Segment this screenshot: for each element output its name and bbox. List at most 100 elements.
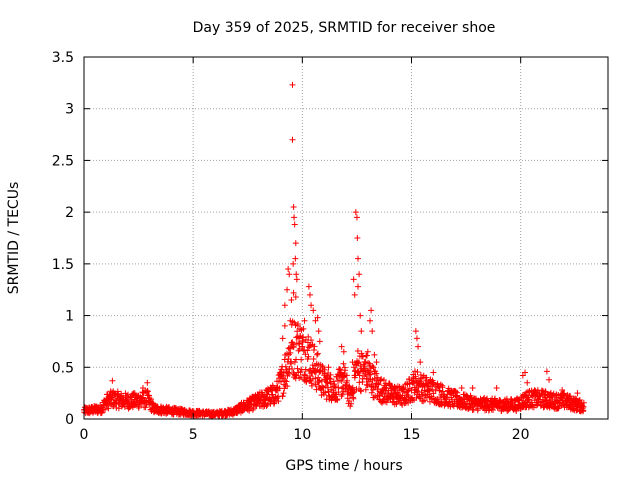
data-point [310, 347, 317, 354]
data-point [285, 266, 292, 273]
data-point [436, 387, 443, 394]
data-point [350, 276, 357, 283]
data-point [519, 372, 526, 379]
data-point [139, 384, 146, 391]
data-point [404, 380, 411, 387]
data-point [314, 351, 321, 358]
data-point [381, 376, 388, 383]
data-point [371, 351, 378, 358]
data-point [338, 377, 345, 384]
data-point [369, 386, 376, 393]
data-point [412, 373, 419, 380]
data-point [429, 386, 436, 393]
data-point [534, 387, 541, 394]
data-point [284, 286, 291, 293]
data-point [580, 399, 587, 406]
data-point [306, 291, 313, 298]
data-point [340, 348, 347, 355]
data-point [350, 389, 357, 396]
data-point [469, 384, 476, 391]
data-point [142, 404, 149, 411]
data-point [543, 396, 550, 403]
data-point [414, 369, 421, 376]
data-point [102, 406, 109, 413]
data-point [287, 317, 294, 324]
data-point [144, 379, 151, 386]
data-point [304, 374, 311, 381]
data-point [287, 344, 294, 351]
data-point [264, 401, 271, 408]
data-point [312, 317, 319, 324]
data-point [292, 255, 299, 262]
data-point [282, 363, 289, 370]
data-point [369, 328, 376, 335]
data-point [143, 388, 150, 395]
plot-frame [83, 56, 609, 420]
data-point [368, 307, 375, 314]
data-point [286, 370, 293, 377]
y-tick-label: 2.5 [52, 153, 74, 169]
data-point [417, 395, 424, 402]
data-point [315, 328, 322, 335]
data-point [400, 385, 407, 392]
data-point [362, 386, 369, 393]
data-point [300, 325, 307, 332]
data-point [299, 339, 306, 346]
data-point [542, 389, 549, 396]
data-point [278, 366, 285, 373]
data-point [322, 389, 329, 396]
y-axis-label: SRMTID / TECUs [6, 182, 22, 295]
data-point [543, 368, 550, 375]
data-point [539, 387, 546, 394]
data-point [426, 387, 433, 394]
data-point [362, 359, 369, 366]
x-tick-label: 10 [293, 427, 311, 443]
data-point [310, 307, 317, 314]
data-point [293, 356, 300, 363]
data-point [366, 371, 373, 378]
data-point [488, 406, 495, 413]
data-point [355, 283, 362, 290]
axis-ticks: 0 5 10 15 20 0 0.5 1 1.5 2 2.5 3 3.5 [52, 50, 608, 443]
data-point [356, 271, 363, 278]
data-point [308, 337, 315, 344]
data-point [354, 235, 361, 241]
data-point [368, 389, 375, 396]
data-point [325, 364, 332, 371]
data-point [574, 390, 581, 397]
data-point [339, 391, 346, 398]
data-point [344, 377, 351, 384]
data-point [364, 348, 371, 355]
data-point [561, 390, 568, 397]
data-point [470, 406, 477, 413]
data-point [425, 391, 432, 398]
data-point [327, 371, 334, 378]
data-point [367, 371, 374, 378]
data-point [292, 293, 299, 300]
data-point [301, 317, 308, 324]
data-point [399, 392, 406, 399]
data-point [313, 386, 320, 393]
data-point [423, 374, 430, 381]
data-point [281, 302, 288, 309]
data-point [285, 345, 292, 352]
data-point [383, 399, 390, 406]
data-point [281, 322, 288, 329]
data-point [355, 359, 362, 366]
data-point [378, 389, 385, 396]
x-tick-label: 5 [189, 427, 198, 443]
x-tick-label: 15 [403, 427, 421, 443]
data-point [349, 359, 356, 366]
y-tick-label: 0.5 [52, 360, 74, 376]
data-point [373, 359, 380, 366]
data-point [291, 359, 298, 366]
data-point [318, 378, 325, 385]
data-point [348, 400, 355, 407]
data-point [367, 317, 374, 324]
data-point [340, 360, 347, 367]
data-point [109, 377, 116, 384]
data-point [334, 396, 341, 403]
data-point [559, 387, 566, 394]
data-point [292, 240, 299, 247]
